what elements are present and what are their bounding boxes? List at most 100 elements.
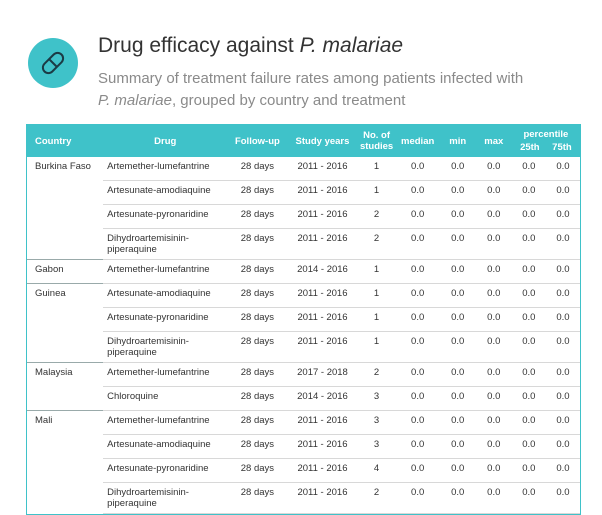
cell-p75: 0.0: [545, 180, 580, 205]
cell-p75: 0.0: [545, 482, 580, 514]
cell-max: 0.0: [475, 228, 512, 260]
cell-p75: 0.0: [545, 204, 580, 229]
cell-studies: 1: [357, 331, 396, 363]
table-row: Artesunate-amodiaquine 28 days 2011 - 2016…: [27, 434, 580, 459]
cell-max: 0.0: [475, 259, 512, 284]
cell-median: 0.0: [395, 157, 440, 181]
cell-median: 0.0: [395, 228, 440, 260]
cell-max: 0.0: [475, 204, 512, 229]
cell-median: 0.0: [395, 434, 440, 459]
table-body: Burkina Faso Artemether-lumefantrine 28 da…: [27, 157, 580, 514]
cell-p25: 0.0: [511, 458, 546, 483]
col-p75: 75th: [552, 142, 572, 153]
cell-drug: Dihydroartemisinin-piperaquine: [103, 331, 228, 363]
cell-drug: Artesunate-amodiaquine: [103, 283, 228, 308]
page-title: Drug efficacy against P. malariae: [98, 34, 404, 57]
cell-studies: 2: [357, 228, 396, 260]
cell-country: [27, 483, 103, 514]
cell-followup: 28 days: [227, 434, 288, 459]
cell-followup: 28 days: [227, 180, 288, 205]
cell-followup: 28 days: [227, 283, 288, 308]
cell-country: [27, 332, 103, 363]
table-header-row: Country Drug Follow-up Study years No. o…: [27, 125, 580, 157]
cell-p75: 0.0: [545, 362, 580, 387]
cell-max: 0.0: [475, 434, 512, 459]
cell-studies: 1: [357, 283, 396, 308]
cell-p25: 0.0: [511, 204, 546, 229]
cell-p75: 0.0: [545, 283, 580, 308]
page-header: Drug efficacy against P. malariae Summar…: [28, 28, 588, 118]
table-row: Artesunate-pyronaridine 28 days 2011 - 201…: [27, 307, 580, 332]
cell-median: 0.0: [395, 386, 440, 411]
cell-p25: 0.0: [511, 362, 546, 387]
cell-median: 0.0: [395, 259, 440, 284]
cell-drug: Dihydroartemisinin-piperaquine: [103, 482, 228, 514]
cell-years: 2011 - 2016: [287, 458, 358, 483]
cell-followup: 28 days: [227, 204, 288, 229]
cell-max: 0.0: [475, 386, 512, 411]
col-median: median: [395, 125, 440, 157]
cell-p25: 0.0: [511, 180, 546, 205]
cell-median: 0.0: [395, 482, 440, 514]
cell-min: 0.0: [439, 386, 476, 411]
cell-p25: 0.0: [511, 482, 546, 514]
cell-drug: Artesunate-pyronaridine: [103, 307, 228, 332]
cell-studies: 4: [357, 458, 396, 483]
cell-studies: 1: [357, 307, 396, 332]
cell-p75: 0.0: [545, 386, 580, 411]
cell-p75: 0.0: [545, 434, 580, 459]
cell-median: 0.0: [395, 362, 440, 387]
cell-years: 2011 - 2016: [287, 283, 358, 308]
table-row: Artesunate-pyronaridine 28 days 2011 - 201…: [27, 204, 580, 229]
cell-max: 0.0: [475, 458, 512, 483]
cell-followup: 28 days: [227, 482, 288, 514]
cell-max: 0.0: [475, 157, 512, 181]
cell-years: 2011 - 2016: [287, 204, 358, 229]
cell-drug: Artemether-lumefantrine: [103, 362, 228, 387]
cell-p25: 0.0: [511, 283, 546, 308]
cell-median: 0.0: [395, 410, 440, 435]
cell-min: 0.0: [439, 180, 476, 205]
cell-drug: Artesunate-amodiaquine: [103, 434, 228, 459]
cell-p75: 0.0: [545, 331, 580, 363]
page-subtitle: Summary of treatment failure rates among…: [98, 70, 524, 109]
cell-p25: 0.0: [511, 434, 546, 459]
cell-studies: 1: [357, 180, 396, 205]
cell-drug: Artesunate-pyronaridine: [103, 458, 228, 483]
cell-max: 0.0: [475, 283, 512, 308]
cell-median: 0.0: [395, 180, 440, 205]
cell-max: 0.0: [475, 410, 512, 435]
cell-p75: 0.0: [545, 228, 580, 260]
cell-followup: 28 days: [227, 157, 288, 181]
col-p25: 25th: [520, 142, 540, 153]
cell-p75: 0.0: [545, 157, 580, 181]
cell-p25: 0.0: [511, 331, 546, 363]
col-followup: Follow-up: [227, 125, 288, 157]
cell-min: 0.0: [439, 157, 476, 181]
cell-p25: 0.0: [511, 228, 546, 260]
cell-country: [27, 459, 103, 483]
cell-country: Guinea: [27, 283, 104, 308]
cell-min: 0.0: [439, 228, 476, 260]
col-study-years: Study years: [287, 125, 358, 157]
cell-min: 0.0: [439, 434, 476, 459]
cell-min: 0.0: [439, 482, 476, 514]
cell-years: 2011 - 2016: [287, 228, 358, 260]
cell-max: 0.0: [475, 482, 512, 514]
table-row: Chloroquine 28 days 2014 - 2016 3 0.0 0.0 0.0 0…: [27, 386, 580, 411]
cell-studies: 3: [357, 410, 396, 435]
cell-country: Mali: [27, 410, 104, 435]
cell-years: 2011 - 2016: [287, 331, 358, 363]
cell-drug: Artemether-lumefantrine: [103, 259, 228, 284]
cell-followup: 28 days: [227, 362, 288, 387]
cell-studies: 3: [357, 434, 396, 459]
cell-p25: 0.0: [511, 157, 546, 181]
cell-max: 0.0: [475, 180, 512, 205]
col-percentile: percentile 25th 75th: [511, 125, 580, 157]
table-row: Artesunate-pyronaridine 28 days 2011 - 201…: [27, 458, 580, 483]
cell-studies: 3: [357, 386, 396, 411]
cell-median: 0.0: [395, 307, 440, 332]
cell-years: 2014 - 2016: [287, 259, 358, 284]
cell-followup: 28 days: [227, 331, 288, 363]
cell-p25: 0.0: [511, 410, 546, 435]
